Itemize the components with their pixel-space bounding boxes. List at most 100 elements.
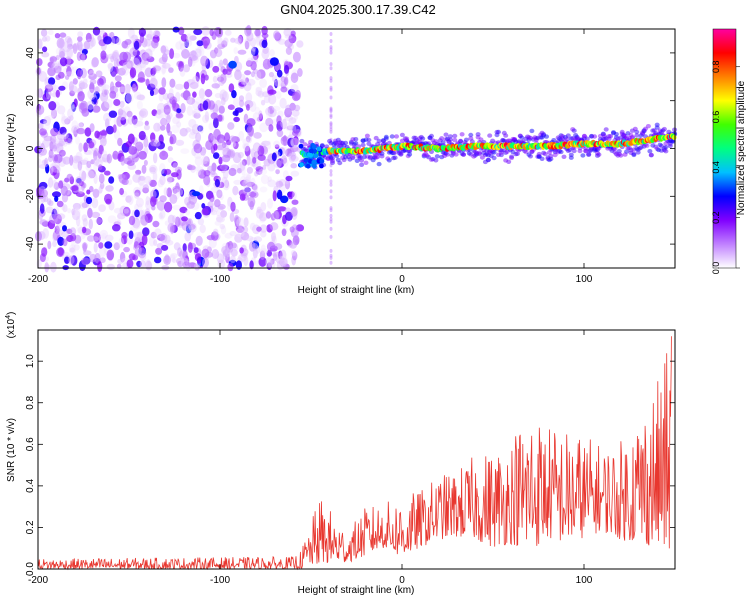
spectrogram-signal-onset [308, 148, 314, 154]
spectrogram-noise-cell [256, 69, 266, 79]
spectrogram-noise-cell [241, 159, 248, 166]
spectrogram-noise-cell [199, 124, 204, 134]
spectrogram-signal-halo [359, 162, 365, 167]
spectrogram-noise-cell [97, 84, 106, 92]
spectrogram-signal-halo [383, 136, 389, 141]
snr-y-tick-label: 0.6 [25, 437, 36, 451]
spectrogram-noise-cell [144, 120, 149, 126]
spectrogram-signal-onset [319, 163, 324, 169]
spectrogram-noise-cell [175, 113, 184, 119]
spectrogram-signal-halo [506, 159, 512, 164]
spectrogram-noise-cell [159, 163, 166, 174]
spectrogram-noise-cell [127, 179, 133, 186]
spectrogram-noise-cell [265, 107, 271, 119]
spectrogram-noise-cell [52, 60, 59, 68]
spectrogram-noise-cell [293, 135, 299, 146]
spectrogram-noise-cell [259, 224, 268, 233]
spectrogram-noise-cell [88, 218, 94, 230]
spectrogram-noise-cell [281, 228, 287, 237]
svg-text:(x104): (x104) [5, 312, 17, 339]
spectrogram-column-cell [329, 234, 333, 239]
spectrogram-signal-onset [316, 146, 322, 152]
spectrogram-noise-cell [126, 60, 134, 69]
spectrogram-noise-cell [163, 104, 171, 115]
spectrogram-noise-cell [289, 36, 297, 43]
spectrogram-noise-cell [168, 67, 174, 73]
spectrogram-noise-cell [253, 143, 260, 152]
spectrogram-noise-cell [271, 105, 281, 111]
spectrogram-noise-cell [192, 101, 201, 110]
spectrogram-noise-cell [41, 52, 50, 58]
spectrogram-noise-cell [238, 95, 245, 102]
spectrogram-noise-cell [211, 83, 221, 89]
spectrogram-noise-cell [151, 38, 159, 49]
spectrogram-noise-cell [244, 40, 250, 50]
spectrogram-signal-halo [529, 128, 535, 134]
spectrogram-noise-cell [216, 189, 223, 199]
spectrogram-noise-cell [242, 226, 249, 234]
spectrogram-noise-cell [257, 90, 265, 98]
spectrogram-noise-cell [273, 159, 282, 168]
spectrogram-noise-cell [53, 213, 62, 225]
spectrogram-noise-cell [149, 89, 155, 97]
spectrogram-noise-cell [75, 216, 81, 227]
spectrogram-noise-cell [230, 37, 236, 43]
spectrogram-noise-cell [178, 61, 185, 72]
spectrogram-noise-cell [77, 69, 82, 80]
spectrogram-noise-cell [156, 200, 166, 211]
spectrogram-noise-cell [240, 179, 248, 187]
spectrogram-signal-halo [577, 148, 583, 154]
spectrogram-noise-cell [187, 53, 197, 60]
spectrogram-noise-cell [97, 149, 102, 159]
spectrogram-noise-cell [104, 98, 113, 109]
spectrogram-noise-cell [292, 51, 301, 63]
spectrogram-noise-cell [149, 179, 157, 187]
spectrogram-noise-cell [242, 138, 250, 145]
spectrogram-noise-cell [127, 27, 135, 39]
spectrogram-noise-cell [139, 253, 147, 261]
spectrogram-noise-cell [268, 93, 277, 105]
spectrogram-noise-cell [217, 76, 225, 82]
spectrogram-column-cell [329, 32, 333, 36]
spectrogram-noise-cell [179, 188, 185, 197]
spectrogram-noise-cell [223, 37, 229, 45]
spectrogram-noise-cell [85, 38, 94, 50]
spectrogram-noise-cell [65, 57, 72, 65]
spectrogram-noise-cell [134, 218, 141, 230]
spectrogram-noise-cell [210, 210, 217, 216]
spectrogram-noise-cell [106, 153, 113, 164]
spectrogram-noise-cell [252, 247, 258, 259]
spectrogram-noise-cell [275, 169, 280, 175]
spectrogram-signal-halo [392, 150, 398, 155]
spectrogram-noise-cell [244, 70, 252, 76]
spectrogram-noise-cell [124, 83, 131, 95]
spectrogram-signal-halo [503, 133, 509, 138]
spectrogram-noise-cell [219, 59, 224, 68]
spectrogram-noise-cell [274, 144, 280, 150]
spectrogram-noise-cell [259, 122, 269, 133]
snr-y-axis-label: SNR (10 * v/v) [6, 418, 17, 482]
spectrogram-noise-cell [110, 55, 115, 63]
spectrogram-noise-cell [98, 173, 105, 184]
spectrogram-noise-cell [141, 234, 148, 246]
spectrogram-noise-cell [39, 203, 45, 214]
spectrogram-noise-cell [221, 144, 229, 152]
spectrogram-noise-cell [42, 120, 51, 131]
spectrogram-noise-cell [271, 235, 277, 245]
spectrogram-noise-cell [249, 222, 256, 231]
spectrogram-noise-cell [256, 245, 261, 254]
spectrogram-noise-cell [62, 41, 72, 53]
spectrogram-noise-cell [142, 227, 150, 237]
colorbar-label: Normalized spectral amplitude [736, 80, 747, 215]
spectrogram-noise-cell [123, 206, 131, 217]
spectrogram-noise-cell [180, 33, 188, 42]
spectrogram-noise-cell [269, 49, 275, 57]
spectrogram-noise-cell [242, 187, 252, 194]
spectrogram-noise-cell [276, 129, 284, 138]
spectrogram-noise-cell [119, 251, 126, 263]
spectrogram-noise-cell [75, 136, 80, 145]
spectrogram-signal-halo [551, 138, 557, 143]
spectrogram-noise-cell [213, 128, 221, 140]
spectrogram-noise-cell [201, 26, 211, 36]
spectrogram-noise-cell [69, 247, 76, 253]
